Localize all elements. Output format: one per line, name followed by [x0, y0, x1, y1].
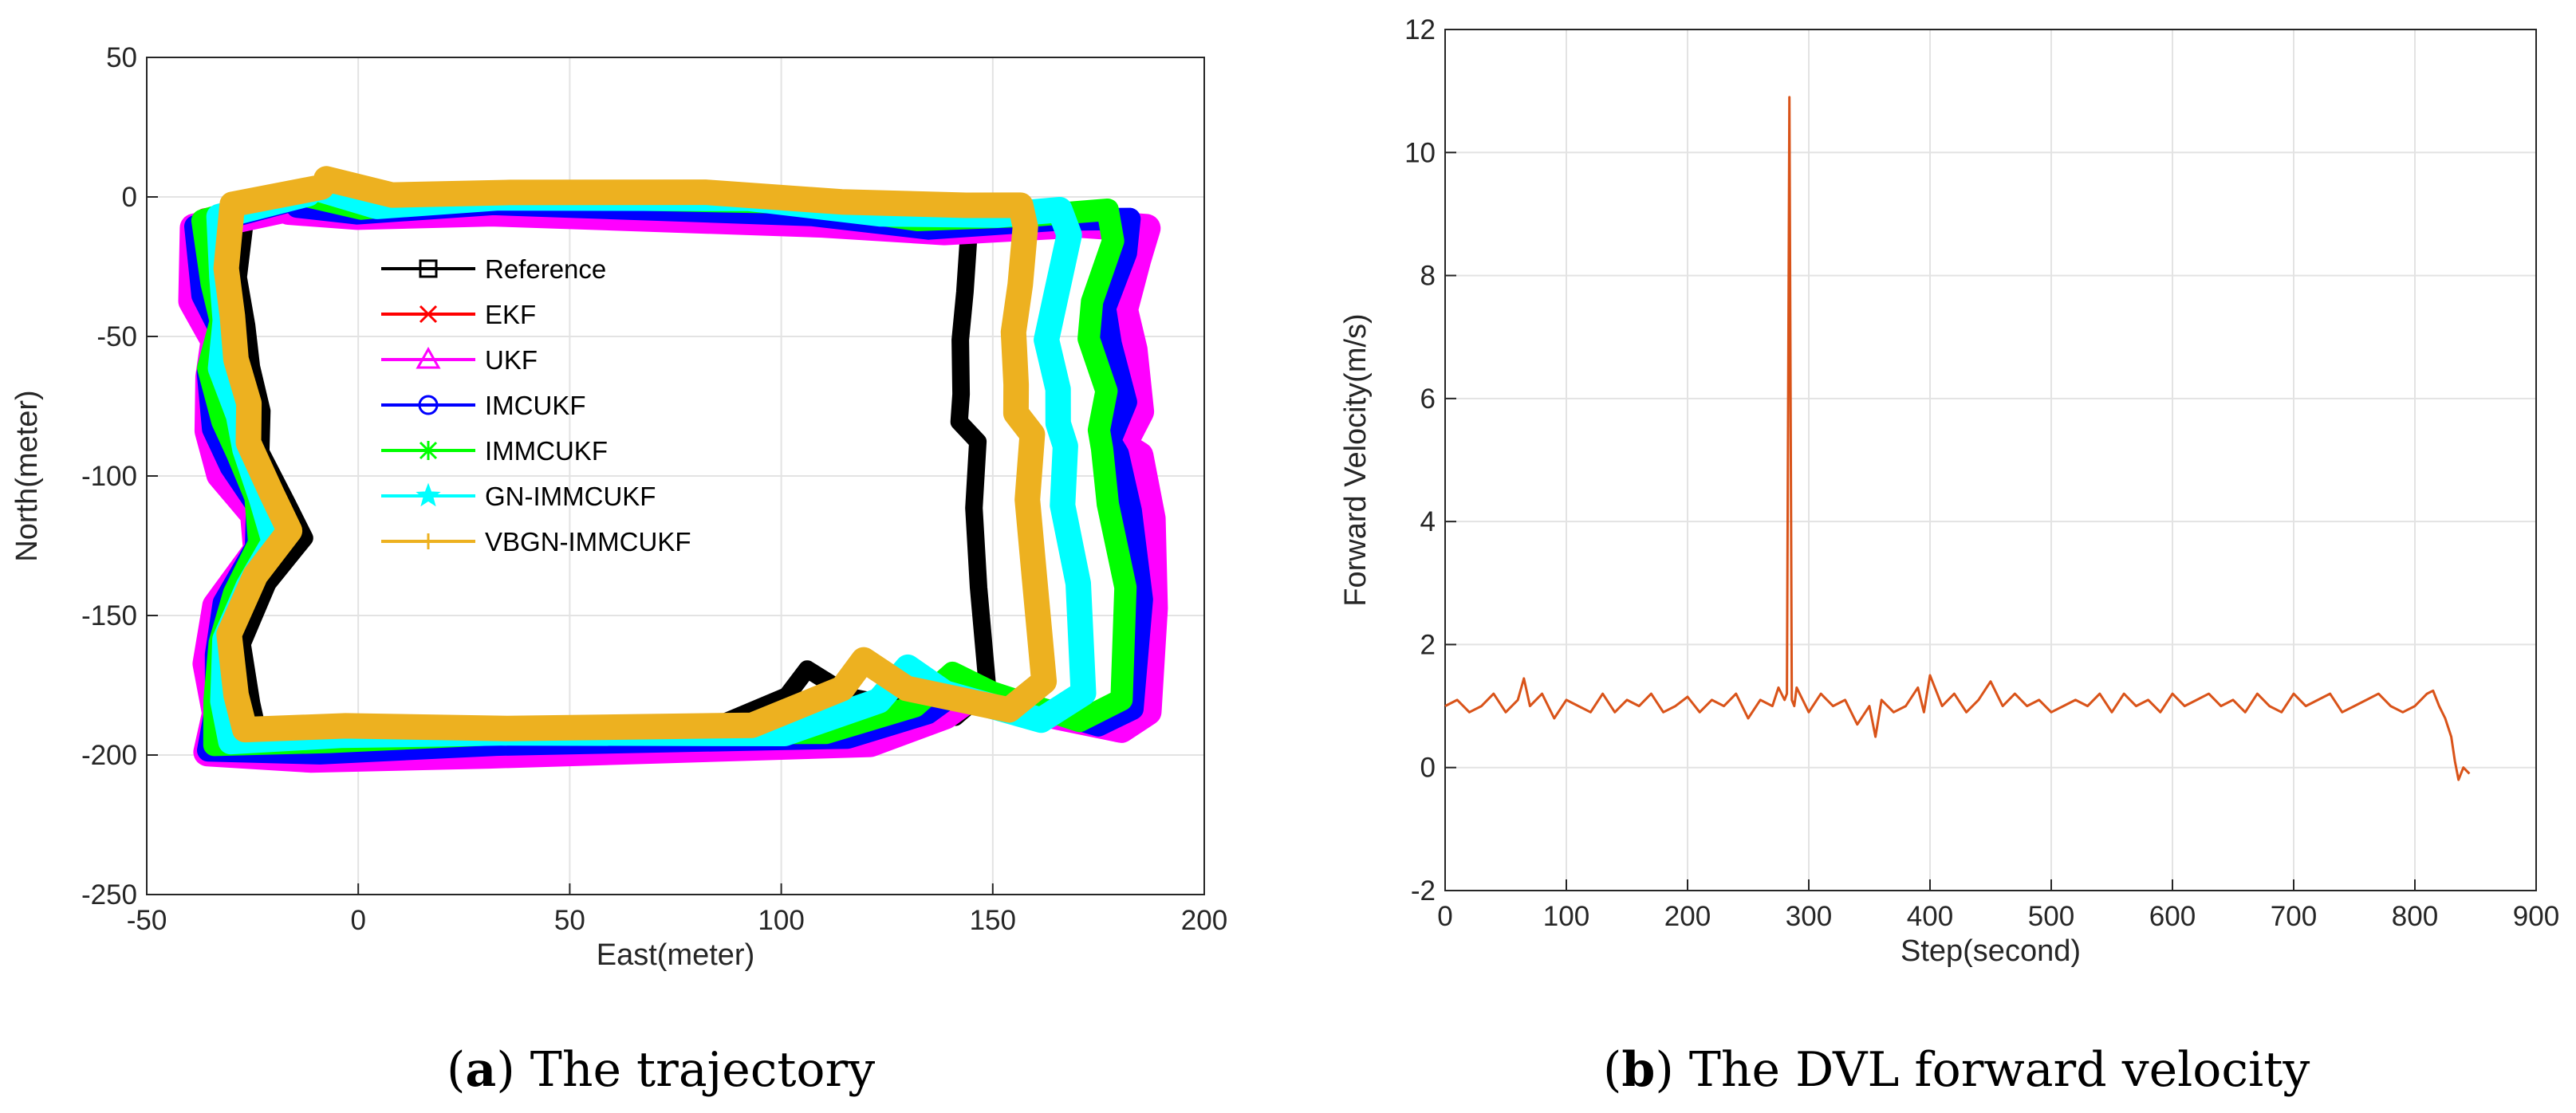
- legend-entry-imcukf: IMCUKF: [381, 391, 586, 420]
- x-tick-label: 800: [2392, 901, 2438, 932]
- trajectory-chart: -50 0 50 100 150 200 -250 -200 -150 -100 -50 0 50 Eas…: [10, 42, 1227, 972]
- x-axis-label: East(meter): [597, 938, 754, 972]
- x-tick-label: 700: [2271, 901, 2317, 932]
- x-tick-label: 200: [1664, 901, 1711, 932]
- x-tick-label: 100: [758, 905, 804, 936]
- legend-label: IMMCUKF: [485, 436, 608, 466]
- legend-label: Reference: [485, 254, 606, 284]
- legend-entry-ukf: UKF: [381, 345, 538, 375]
- x-tick-label: 500: [2028, 901, 2074, 932]
- legend-label: EKF: [485, 300, 536, 329]
- y-tick-label: 10: [1404, 137, 1436, 168]
- x-tick-label: 0: [350, 905, 365, 936]
- y-tick-label: -250: [81, 879, 137, 910]
- x-tick-label: 150: [970, 905, 1016, 936]
- y-tick-label: -50: [97, 321, 137, 352]
- legend-marker-circle-icon: [418, 395, 439, 415]
- velocity-chart: 0 100 200 300 400 500 600 700 800 900-2024681012S…: [1339, 14, 2559, 968]
- y-tick-label: 50: [106, 42, 137, 73]
- y-tick-label: 6: [1420, 383, 1436, 415]
- legend-label: GN-IMMCUKF: [485, 482, 656, 511]
- legend-label: UKF: [485, 345, 538, 375]
- axes-frame: [146, 57, 1205, 895]
- y-tick-label: -150: [81, 600, 137, 631]
- series-line-vbgn-immcukf: [213, 166, 1058, 743]
- x-tick-label: 100: [1543, 901, 1589, 932]
- y-axis-label: Forward Velocity(m/s): [1339, 313, 1373, 606]
- y-tick-label: -100: [81, 461, 137, 492]
- legend-marker-plus-icon: [420, 533, 436, 549]
- legend-marker-asterisk-icon: [419, 441, 438, 460]
- y-axis-label: North(meter): [10, 390, 44, 561]
- x-tick-label: 50: [554, 905, 585, 936]
- y-tick-label: 12: [1404, 14, 1436, 45]
- legend-entry-immcukf: IMMCUKF: [381, 436, 608, 466]
- x-tick-label: 300: [1786, 901, 1832, 932]
- caption-b: (b) The DVL forward velocity: [1603, 1042, 2310, 1098]
- legend-label: VBGN-IMMCUKF: [485, 527, 691, 556]
- legend-label: IMCUKF: [485, 391, 586, 420]
- caption-a: (a) The trajectory: [447, 1042, 875, 1098]
- y-tick-label: 0: [1420, 753, 1436, 784]
- y-tick-label: 0: [122, 182, 137, 213]
- x-tick-label: 900: [2513, 901, 2559, 932]
- x-tick-label: 200: [1181, 905, 1227, 936]
- legend-entry-ekf: EKF: [381, 300, 536, 329]
- x-tick-label: 400: [1907, 901, 1953, 932]
- legend-entry-reference: Reference: [381, 254, 606, 284]
- legend-entry-gn-immcukf: GN-IMMCUKF: [381, 482, 656, 511]
- y-tick-label: -200: [81, 740, 137, 771]
- x-tick-label: 0: [1437, 901, 1452, 932]
- legend-marker-x-icon: [419, 305, 438, 324]
- legend-marker-triangle-icon: [416, 346, 441, 369]
- plot-area: [1445, 29, 2536, 891]
- x-tick-label: 600: [2149, 901, 2196, 932]
- legend-entry-vbgn-immcukf: VBGN-IMMCUKF: [381, 527, 691, 556]
- axes-frame: [1444, 29, 2537, 891]
- x-tick-label: -50: [127, 905, 167, 936]
- y-tick-label: -2: [1411, 875, 1436, 907]
- legend-marker-star-icon: [416, 482, 441, 507]
- y-tick-label: 4: [1420, 506, 1436, 537]
- trajectory-lines: [178, 166, 1168, 773]
- x-axis-label: Step(second): [1900, 934, 2081, 968]
- y-tick-label: 8: [1420, 261, 1436, 292]
- series-line-forward-velocity: [1444, 96, 2471, 781]
- y-tick-label: 2: [1420, 629, 1436, 660]
- legend-marker-square-icon: [419, 259, 438, 278]
